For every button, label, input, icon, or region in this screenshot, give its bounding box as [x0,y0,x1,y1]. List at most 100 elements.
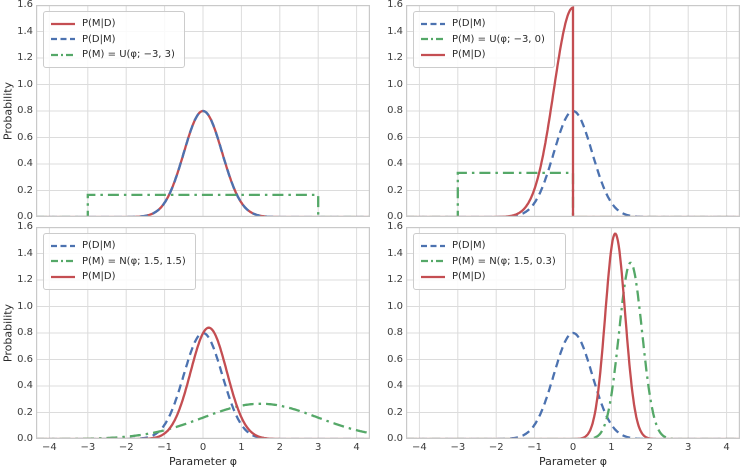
y-tick-label: 1.2 [17,274,33,285]
legend-label: P(M|D) [452,49,486,60]
y-tick-label: 0.4 [387,158,403,169]
y-tick-label: 1.0 [387,300,403,312]
legend-line-sample [421,38,445,41]
legend-item: P(M|D) [420,47,545,63]
legend: P(D|M) P(M) = U(φ; −3, 0) P(M|D) [413,11,555,68]
x-axis-label-right: Parameter φ [539,455,607,468]
legend-label: P(M|D) [82,18,116,29]
y-tick-label: 0.0 [387,433,403,444]
y-tick-label: 1.6 [17,0,33,10]
y-tick-label: 0.4 [17,158,33,169]
legend-label: P(M) = N(φ; 1.5, 0.3) [452,255,556,267]
legend-label: P(M) = U(φ; −3, 3) [82,49,175,60]
x-tick-label: −4 [42,442,57,453]
legend-label: P(D|M) [452,18,486,29]
x-tick-label: −3 [80,442,96,453]
y-tick-label: 1.2 [387,274,403,285]
legend-item: P(M) = N(φ; 1.5, 1.5) [50,254,186,270]
x-tick-label: 0 [199,442,207,453]
series-line-green [36,193,370,217]
legend-line-sample [51,275,75,278]
legend: P(D|M) P(M) = N(φ; 1.5, 0.3) P(M|D) [413,233,566,290]
y-tick-label: 0.2 [387,184,403,196]
x-tick-label: −2 [118,442,134,453]
axes-border [406,227,740,439]
subplot-bottom-right: P(D|M) P(M) = N(φ; 1.5, 0.3) P(M|D) [406,227,740,439]
axes-border [36,227,370,439]
x-tick-label: 3 [314,442,322,453]
y-tick-label: 0.0 [17,211,33,222]
x-tick-label: 2 [646,442,653,453]
y-tick-label: 0.0 [17,433,33,444]
x-tick-label: 4 [353,442,360,453]
legend-item: P(M) = U(φ; −3, 3) [50,47,175,63]
y-tick-label: 1.0 [17,300,33,312]
y-tick-label: 0.8 [387,105,403,116]
legend-label: P(M|D) [452,271,486,282]
y-tick-label: 1.6 [387,221,403,232]
y-tick-label: 1.6 [387,0,403,10]
legend-item: P(M|D) [50,269,186,285]
y-tick-label: 0.6 [17,131,33,143]
x-tick-label: −3 [450,442,466,453]
x-axis-label-left: Parameter φ [169,455,237,468]
x-tick-label: −2 [488,442,504,453]
legend-item: P(D|M) [50,238,186,254]
legend-item: P(M) = N(φ; 1.5, 0.3) [420,254,556,270]
series-line-red [406,6,740,217]
y-tick-label: 0.2 [17,406,33,418]
y-tick-label: 1.4 [387,25,403,37]
x-tick-label: 4 [723,442,730,453]
subplot-top-left: P(M|D) P(D|M) P(M) = U(φ; −3, 3) [36,5,370,217]
y-tick-label: 1.4 [17,247,33,259]
y-tick-label: 0.8 [387,327,403,338]
y-tick-label: 1.4 [387,247,403,259]
y-tick-label: 0.4 [17,380,33,391]
axes-border [406,5,740,217]
x-tick-label: −1 [527,442,542,453]
legend-label: P(D|M) [452,240,486,251]
y-tick-label: 0.6 [387,131,403,143]
legend-item: P(D|M) [420,238,556,254]
legend-item: P(M|D) [50,16,175,32]
legend-line-sample [51,38,75,41]
legend-item: P(M|D) [420,269,556,285]
legend-line-sample [421,275,445,278]
legend-item: P(D|M) [420,16,545,32]
legend-label: P(M) = U(φ; −3, 0) [452,33,545,45]
y-tick-label: 0.0 [387,211,403,222]
y-tick-label: 0.8 [17,105,33,116]
x-tick-label: 1 [608,442,615,453]
y-tick-label: 1.6 [17,221,33,232]
y-tick-label: 1.2 [387,52,403,63]
x-tick-label: 1 [238,442,245,453]
legend-item: P(M) = U(φ; −3, 0) [420,32,545,48]
y-tick-label: 0.6 [387,353,403,365]
series-line-red [36,326,370,439]
legend-line-sample [421,22,445,25]
y-tick-label: 1.0 [17,78,33,90]
legend-line-sample [51,22,75,25]
legend-line-sample [51,260,75,263]
legend-line-sample [51,244,75,247]
legend-line-sample [421,53,445,56]
axes-border [36,5,370,217]
x-tick-label: 0 [569,442,577,453]
y-tick-label: 1.2 [17,52,33,63]
x-tick-label: 3 [684,442,692,453]
legend-label: P(M) = N(φ; 1.5, 1.5) [82,255,186,267]
y-tick-label: 1.4 [17,25,33,37]
y-tick-label: 0.8 [17,327,33,338]
legend: P(M|D) P(D|M) P(M) = U(φ; −3, 3) [43,11,185,68]
subplot-bottom-left: P(D|M) P(M) = N(φ; 1.5, 1.5) P(M|D) [36,227,370,439]
y-tick-label: 0.4 [387,380,403,391]
legend-item: P(D|M) [50,32,175,48]
y-tick-label: 0.2 [387,406,403,418]
legend-line-sample [421,244,445,247]
y-tick-label: 0.2 [17,184,33,196]
legend-label: P(D|M) [82,33,116,45]
legend-line-sample [51,53,75,56]
y-tick-label: 1.0 [387,78,403,90]
